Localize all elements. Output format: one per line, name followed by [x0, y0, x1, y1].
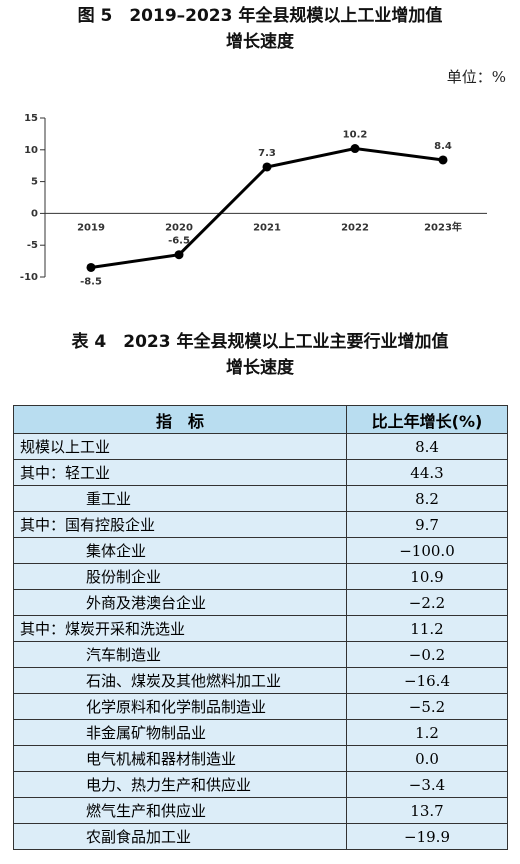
- table-row: 其中：煤炭开采和洗选业 11.2: [13, 615, 508, 642]
- row-value: −3.4: [346, 771, 508, 798]
- data-label: 8.4: [434, 141, 452, 152]
- data-point: [350, 144, 360, 154]
- row-label: 集体企业: [13, 537, 347, 564]
- row-label: 燃气生产和供应业: [13, 797, 347, 824]
- data-label: -6.5: [168, 236, 190, 247]
- table-row: 规模以上工业 8.4: [13, 433, 508, 460]
- row-value: 8.4: [346, 433, 508, 460]
- data-point: [174, 250, 184, 260]
- table-row: 化学原料和化学制品制造业 −5.2: [13, 693, 508, 720]
- row-value: −0.2: [346, 641, 508, 668]
- row-value: −5.2: [346, 693, 508, 720]
- table-row: 其中：轻工业 44.3: [13, 459, 508, 486]
- table-row: 汽车制造业 −0.2: [13, 641, 508, 668]
- row-value: 8.2: [346, 485, 508, 512]
- unit-label: 单位：%: [446, 68, 506, 86]
- row-label: 其中：国有控股企业: [13, 511, 347, 538]
- table-row: 电力、热力生产和供应业 −3.4: [13, 771, 508, 798]
- chart: -10 -5 0 5 10 15 2019 2020 2021 2022 2023年 -8.5 -6.5…: [20, 113, 487, 287]
- y-tick-label: 5: [31, 177, 38, 188]
- table-title: 增长速度: [226, 358, 294, 378]
- chart-title: 图 5 2019–2023 年全县规模以上工业增加值: [77, 6, 443, 26]
- table-row: 农副食品加工业 −19.9: [13, 823, 508, 850]
- x-tick-label: 2020: [165, 222, 193, 233]
- row-value: 13.7: [346, 797, 508, 824]
- table-row: 其中：国有控股企业 9.7: [13, 511, 508, 538]
- table-row: 集体企业 −100.0: [13, 537, 508, 564]
- row-value: 9.7: [346, 511, 508, 538]
- data-label: 10.2: [343, 130, 368, 141]
- row-value: 0.0: [346, 745, 508, 772]
- row-label: 非金属矿物制品业: [13, 719, 347, 746]
- data-point: [438, 155, 448, 165]
- data-label: 7.3: [258, 148, 276, 159]
- table-row: 燃气生产和供应业 13.7: [13, 797, 508, 824]
- data-point: [262, 162, 272, 172]
- row-value: 11.2: [346, 615, 508, 642]
- header-cell: 指 标: [13, 405, 347, 434]
- row-label: 其中：煤炭开采和洗选业: [13, 615, 347, 642]
- row-value: −100.0: [346, 537, 508, 564]
- x-tick-label: 2022: [341, 222, 369, 233]
- row-value: 10.9: [346, 563, 508, 590]
- row-label: 重工业: [13, 485, 347, 512]
- table-title: 表 4 2023 年全县规模以上工业主要行业增加值: [71, 332, 449, 352]
- x-tick-label: 2019: [77, 222, 105, 233]
- row-label: 石油、煤炭及其他燃料加工业: [13, 667, 347, 694]
- row-label: 外商及港澳台企业: [13, 589, 347, 616]
- row-value: −19.9: [346, 823, 508, 850]
- table-row: 电气机械和器材制造业 0.0: [13, 745, 508, 772]
- data-point: [86, 262, 96, 272]
- x-tick-label: 2023年: [424, 220, 462, 233]
- y-tick-label: 15: [24, 113, 38, 124]
- x-tick-label: 2021: [253, 222, 281, 233]
- row-label: 汽车制造业: [13, 641, 347, 668]
- row-label: 电气机械和器材制造业: [13, 745, 347, 772]
- row-label: 化学原料和化学制品制造业: [13, 693, 347, 720]
- data-table: 指 标比上年增长(%) 规模以上工业 8.4 其中：轻工业 44.3 重工业 8.2 其中：国…: [13, 405, 508, 850]
- chart-title: 增长速度: [226, 32, 294, 52]
- row-label: 股份制企业: [13, 563, 347, 590]
- row-value: 1.2: [346, 719, 508, 746]
- row-value: 44.3: [346, 459, 508, 486]
- table-row: 股份制企业 10.9: [13, 563, 508, 590]
- y-tick-label: 0: [31, 208, 38, 219]
- data-label: -8.5: [80, 276, 102, 287]
- row-label: 其中：轻工业: [13, 459, 347, 486]
- row-label: 电力、热力生产和供应业: [13, 771, 347, 798]
- row-label: 农副食品加工业: [13, 823, 347, 850]
- row-value: −16.4: [346, 667, 508, 694]
- row-value: −2.2: [346, 589, 508, 616]
- y-tick-label: -10: [20, 272, 38, 283]
- y-tick-label: -5: [27, 240, 38, 251]
- row-label: 规模以上工业: [13, 433, 347, 460]
- table-row: 重工业 8.2: [13, 485, 508, 512]
- header-row: 指 标比上年增长(%): [13, 405, 508, 434]
- y-tick-label: 10: [24, 145, 38, 156]
- table-row: 石油、煤炭及其他燃料加工业 −16.4: [13, 667, 508, 694]
- table-row: 非金属矿物制品业 1.2: [13, 719, 508, 746]
- header-cell: 比上年增长(%): [346, 405, 508, 434]
- table-row: 外商及港澳台企业 −2.2: [13, 589, 508, 616]
